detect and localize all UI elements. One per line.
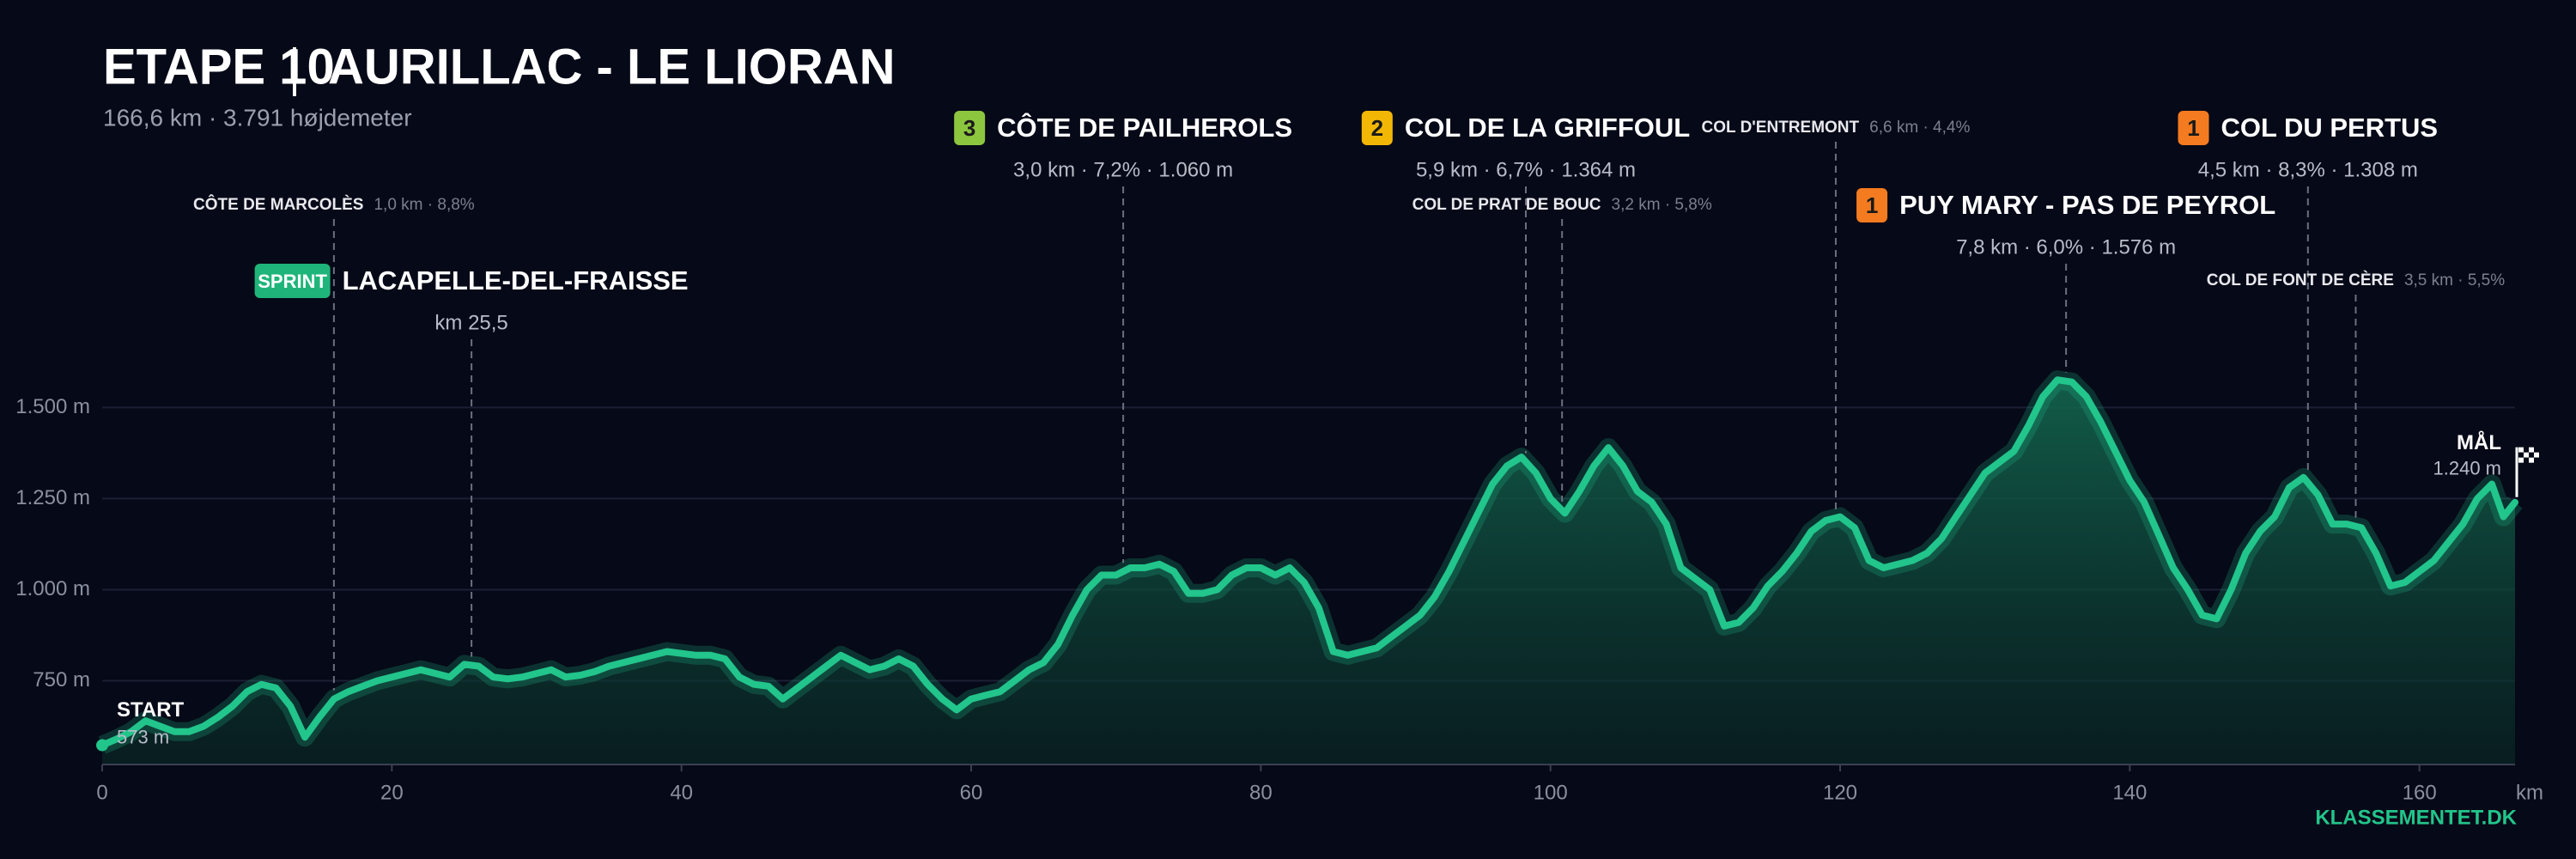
x-tick-label: 160: [2403, 781, 2437, 804]
climb-label: COL DE LA GRIFFOUL 2 5,9 km · 6,7% · 1.364…: [1361, 111, 1690, 181]
climb-label: COL DE FONT DE CÈRE 3,5 km · 5,5%: [2207, 271, 2505, 289]
climb-label: LACAPELLE-DEL-FRAISSE SPRINT km 25,5: [254, 264, 689, 334]
x-tick-label: 60: [960, 781, 983, 804]
climb-label: COL DE PRAT DE BOUC 3,2 km · 5,8%: [1413, 196, 1712, 214]
y-tick-label: 750 m: [33, 668, 90, 691]
x-tick-label: 140: [2112, 781, 2147, 804]
y-tick-label: 1.250 m: [15, 486, 90, 509]
category-badge: [2178, 111, 2209, 145]
profile-area: [102, 380, 2515, 765]
climb-name: COL DE PRAT DE BOUC: [1413, 196, 1601, 214]
finish-flag-cell: [2518, 447, 2524, 453]
chart-title-route: AURILLAC - LE LIORAN: [328, 39, 896, 94]
category-label: SPRINT: [258, 271, 327, 292]
climb-stats: 3,0 km · 7,2% · 1.060 m: [1013, 158, 1233, 181]
climb-label: CÔTE DE MARCOLÈS 1,0 km · 8,8%: [193, 195, 475, 214]
category-badge: [954, 111, 986, 145]
climb-stats: 1,0 km · 8,8%: [374, 196, 474, 214]
x-tick-label: 20: [380, 781, 404, 804]
finish-value: 1.240 m: [2433, 457, 2502, 478]
x-tick-label: 0: [96, 781, 107, 804]
finish-flag-cell: [2534, 447, 2539, 453]
climb-stats: 5,9 km · 6,7% · 1.364 m: [1416, 158, 1636, 181]
start-dot: [96, 739, 108, 752]
x-axis-label: km: [2516, 781, 2543, 804]
category-label: 1: [1866, 192, 1878, 218]
climb-label: CÔTE DE PAILHEROLS 3 3,0 km · 7,2% · 1.060…: [954, 111, 1292, 181]
start-value: 573 m: [117, 726, 169, 747]
climb-label: PUY MARY - PAS DE PEYROL 1 7,8 km · 6,0% ·…: [1856, 188, 2275, 259]
profile-line: [99, 376, 2518, 749]
y-tick-label: 1.500 m: [15, 395, 90, 418]
finish-flag-cell: [2529, 457, 2534, 463]
finish-flag-cell: [2529, 447, 2534, 453]
category-label: 3: [963, 115, 975, 141]
climb-name: COL DE LA GRIFFOUL: [1405, 113, 1690, 143]
finish-flag-cell: [2518, 452, 2524, 458]
climb-name: CÔTE DE PAILHEROLS: [997, 112, 1292, 143]
climb-stats: 6,6 km · 4,4%: [1869, 119, 1970, 137]
finish-label: MÅL: [2457, 430, 2501, 454]
finish-flag-cell: [2524, 447, 2529, 453]
chart-title: ETAPE 10: [103, 39, 335, 94]
finish-flag-cell: [2534, 457, 2539, 463]
category-label: 2: [1371, 115, 1383, 141]
finish-flag-cell: [2518, 457, 2524, 463]
finish-flag-cell: [2524, 452, 2529, 458]
finish-flag-cell: [2524, 457, 2529, 463]
climb-name: PUY MARY - PAS DE PEYROL: [1899, 190, 2275, 220]
climb-stats: km 25,5: [434, 311, 507, 334]
x-tick-label: 120: [1823, 781, 1857, 804]
x-tick-label: 100: [1534, 781, 1568, 804]
finish-flag-cell: [2529, 452, 2534, 458]
climb-name: LACAPELLE-DEL-FRAISSE: [343, 265, 689, 295]
climb-stats: 3,2 km · 5,8%: [1612, 196, 1712, 214]
category-label: 1: [2187, 115, 2199, 141]
y-tick-label: 1.000 m: [15, 577, 90, 600]
climb-stats: 4,5 km · 8,3% · 1.308 m: [2198, 158, 2418, 181]
climb-stats: 7,8 km · 6,0% · 1.576 m: [1956, 235, 2176, 259]
climb-name: CÔTE DE MARCOLÈS: [193, 195, 363, 214]
climb-name: COL D'ENTREMONT: [1702, 119, 1860, 137]
finish-flag-cell: [2534, 452, 2539, 458]
climb-name: COL DE FONT DE CÈRE: [2207, 271, 2394, 289]
brand: KLASSEMENTET.DK: [2315, 806, 2517, 829]
climb-name: COL DU PERTUS: [2221, 113, 2438, 143]
x-tick-label: 80: [1249, 781, 1273, 804]
x-tick-label: 40: [670, 781, 693, 804]
climb-stats: 3,5 km · 5,5%: [2404, 271, 2505, 289]
category-badge: [1361, 111, 1393, 145]
category-badge: [254, 264, 331, 298]
climb-label: COL DU PERTUS 1 4,5 km · 8,3% · 1.308 m: [2178, 111, 2438, 181]
category-badge: [1856, 188, 1888, 222]
start-label: START: [117, 698, 185, 722]
chart-subtitle: 166,6 km · 3.791 højdemeter: [103, 104, 412, 131]
climb-label: COL D'ENTREMONT 6,6 km · 4,4%: [1702, 119, 1971, 137]
